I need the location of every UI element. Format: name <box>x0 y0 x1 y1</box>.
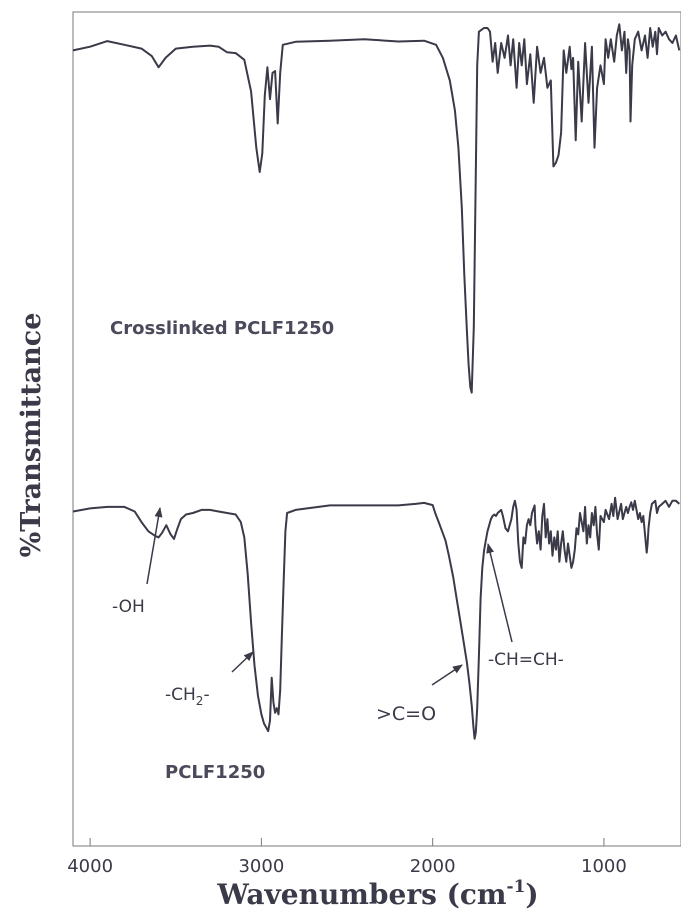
series-label-pclf1250: PCLF1250 <box>165 762 265 783</box>
x-tick-label: 4000 <box>67 856 113 877</box>
label-ch2-sub: 2 <box>196 694 204 708</box>
x-axis-title-close: ) <box>525 878 538 911</box>
x-axis: 4000 3000 2000 1000 <box>67 838 627 877</box>
series-label-crosslinked: Crosslinked PCLF1250 <box>110 318 334 339</box>
annotation-chch: -CH=CH- <box>486 543 564 670</box>
x-tick-label: 2000 <box>410 856 456 877</box>
label-oh: -OH <box>112 597 145 617</box>
x-axis-title: Wavenumbers (cm-1) <box>216 877 538 911</box>
label-ch2: -CH2- <box>165 685 210 708</box>
label-co: >C=O <box>376 703 436 725</box>
label-ch2-prefix: -CH <box>165 685 196 705</box>
arrow-ch2 <box>231 651 254 673</box>
x-tick-label: 3000 <box>238 856 284 877</box>
annotation-ch2: -CH2- <box>165 651 254 708</box>
series-lines <box>72 23 681 740</box>
x-axis-title-sup: -1 <box>507 877 526 897</box>
annotation-oh: -OH <box>112 507 163 617</box>
y-axis-title: %Transmittance <box>16 313 47 558</box>
series-line-pclf1250 <box>72 496 680 740</box>
x-axis-title-text: Wavenumbers (cm <box>216 878 506 911</box>
annotation-co: >C=O <box>376 664 463 725</box>
x-tick-label: 1000 <box>581 856 627 877</box>
plot-frame <box>72 11 681 847</box>
label-chch: -CH=CH- <box>488 650 564 670</box>
label-ch2-suffix: - <box>203 685 209 705</box>
arrow-co <box>431 664 463 686</box>
arrow-oh <box>146 507 163 585</box>
series-line-crosslinked-pclf1250 <box>72 23 681 394</box>
arrow-chch <box>486 543 513 643</box>
